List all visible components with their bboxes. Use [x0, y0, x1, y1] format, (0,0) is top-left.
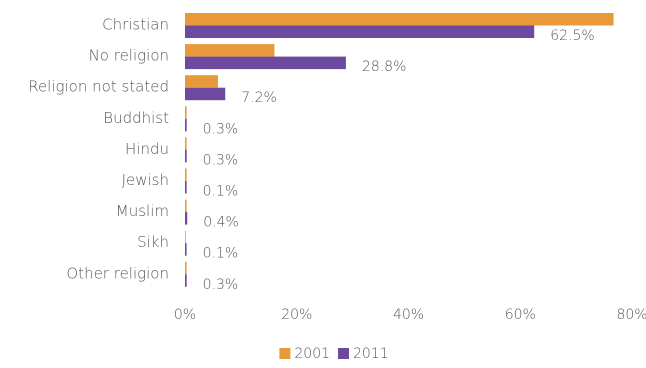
bar-2011	[185, 274, 187, 287]
bar-2001	[185, 13, 614, 26]
legend-label: 2001	[294, 346, 330, 362]
legend-swatch-2001	[279, 348, 291, 359]
bar-2001	[185, 261, 187, 275]
category-label: Jewish	[122, 171, 169, 189]
data-label: 0.3%	[203, 152, 239, 168]
category-label: Other religion	[66, 264, 169, 282]
bar-2001	[185, 199, 187, 213]
data-label: 28.8%	[362, 59, 406, 75]
bar-2011	[185, 25, 535, 38]
x-tick-label: 60%	[505, 307, 536, 323]
bar-2011	[185, 181, 187, 194]
data-label: 0.4%	[203, 215, 239, 231]
legend-swatch-2011	[338, 348, 349, 359]
bar-2011	[185, 149, 187, 163]
bar-2011	[185, 87, 226, 101]
bar-2001	[185, 44, 275, 57]
category-label: Christian	[102, 16, 169, 34]
data-label: 7.2%	[241, 90, 277, 106]
data-label: 62.5%	[550, 28, 594, 44]
bar-2011	[185, 243, 187, 256]
data-label: 0.1%	[203, 184, 239, 200]
bar-2011	[185, 212, 188, 225]
category-label: Religion not stated	[28, 78, 169, 96]
bar-2001	[185, 75, 218, 88]
x-tick-label: 80%	[616, 307, 646, 323]
category-label: Hindu	[125, 140, 169, 158]
bar-2001	[185, 137, 187, 150]
data-label: 0.1%	[203, 246, 239, 262]
category-label: Sikh	[137, 233, 169, 251]
x-tick-label: 40%	[393, 307, 424, 323]
bar-2011	[185, 56, 346, 70]
bar-2001	[185, 106, 187, 119]
category-label: Buddhist	[103, 109, 169, 127]
bar-2001	[185, 230, 186, 244]
category-label: No religion	[89, 47, 169, 65]
legend-label: 2011	[353, 346, 389, 362]
x-tick-label: 20%	[281, 307, 312, 323]
category-label: Muslim	[116, 202, 169, 220]
data-label: 0.3%	[203, 277, 239, 293]
x-tick-label: 0%	[174, 307, 196, 323]
bar-2001	[185, 168, 187, 181]
data-label: 0.3%	[203, 121, 239, 137]
bar-2011	[185, 118, 187, 132]
